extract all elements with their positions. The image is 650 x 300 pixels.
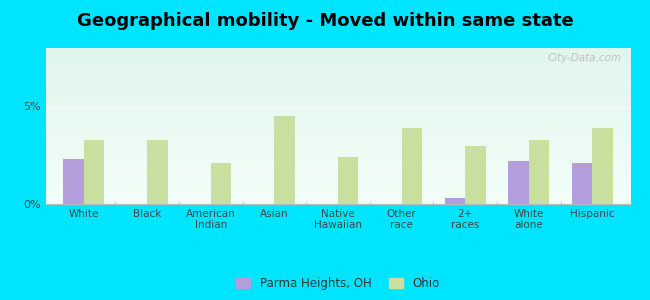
Bar	[528, 140, 549, 204]
Bar	[572, 163, 592, 204]
Bar	[274, 116, 294, 204]
Bar	[84, 140, 104, 204]
Bar	[402, 128, 422, 204]
Bar	[63, 159, 84, 204]
Text: Geographical mobility - Moved within same state: Geographical mobility - Moved within sam…	[77, 12, 573, 30]
Bar	[508, 161, 528, 204]
Bar	[445, 198, 465, 204]
Text: City-Data.com: City-Data.com	[547, 53, 621, 63]
Bar	[465, 146, 486, 204]
Bar	[338, 157, 358, 204]
Bar	[148, 140, 168, 204]
Bar	[211, 163, 231, 204]
Bar	[592, 128, 613, 204]
Legend: Parma Heights, OH, Ohio: Parma Heights, OH, Ohio	[231, 272, 445, 295]
